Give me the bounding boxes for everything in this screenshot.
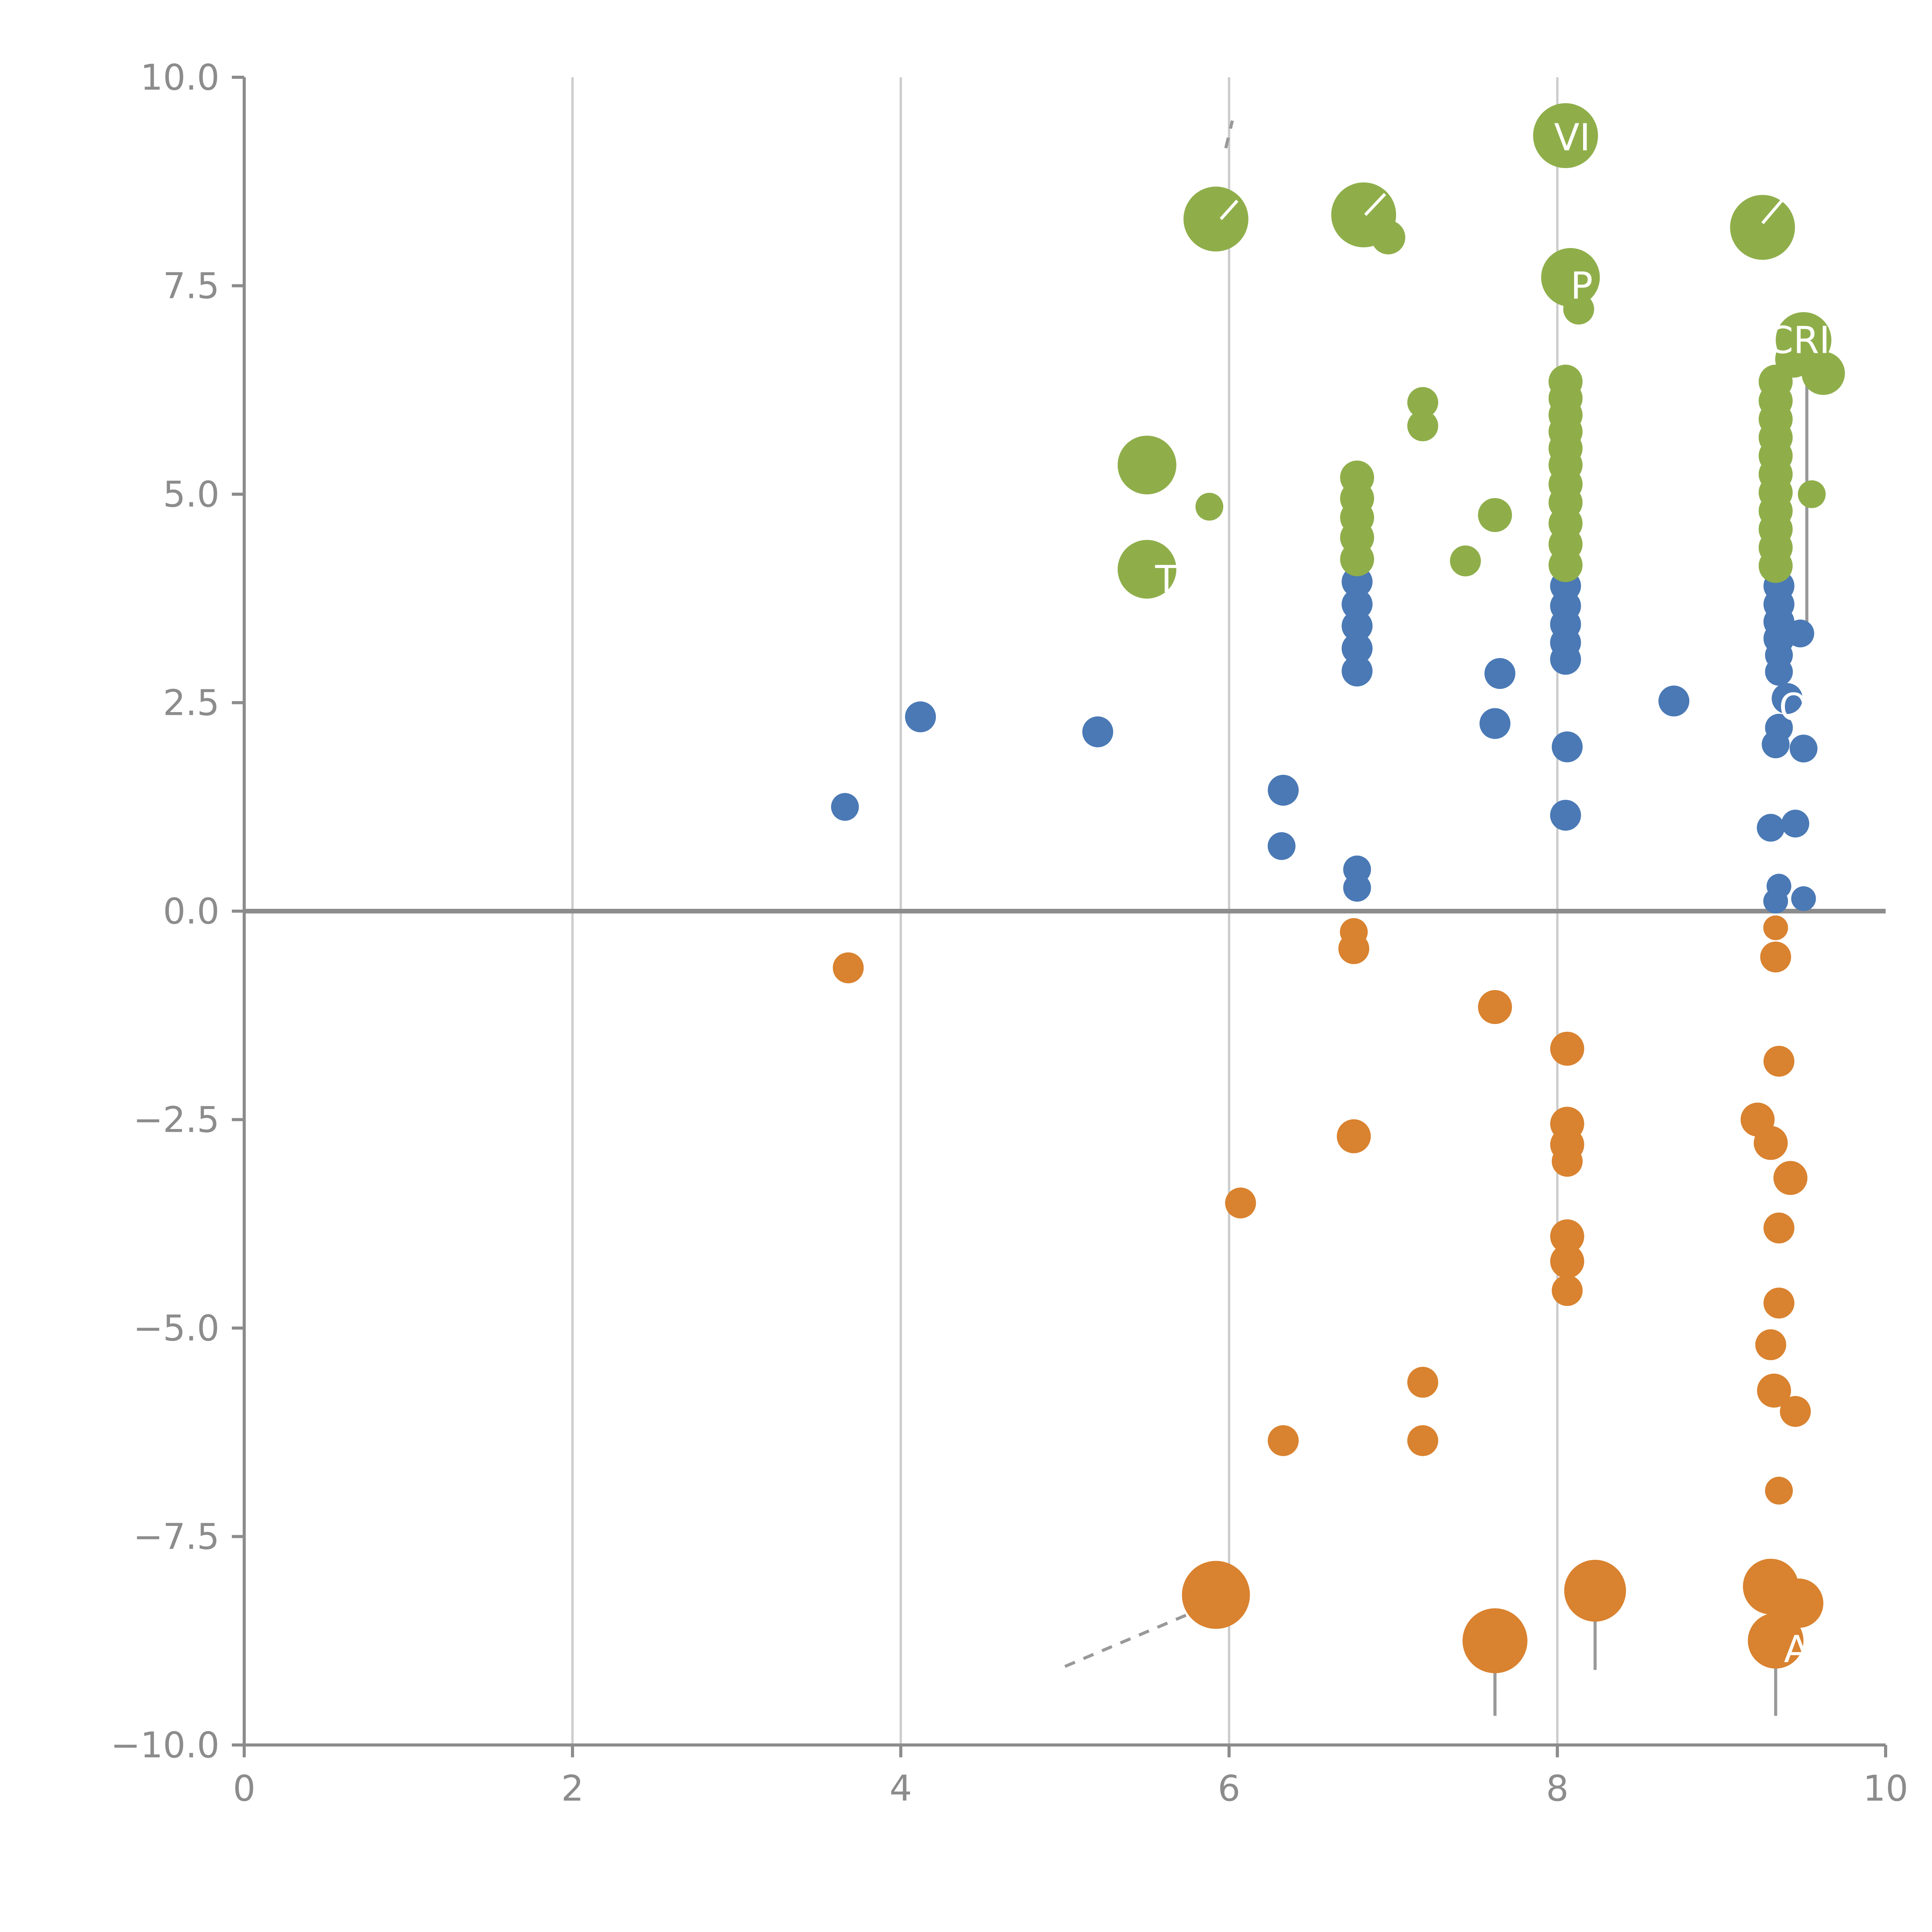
y-tick-label: −5.0 [133,1308,219,1349]
data-point-group-green [1407,410,1439,442]
x-tick-label: 2 [561,1768,584,1809]
data-point-group-orange [1765,1476,1793,1505]
data-point-group-orange [1407,1425,1439,1456]
data-point-group-green [1533,103,1598,168]
data-point-group-orange [1337,1119,1371,1153]
data-point-group-blue [1772,683,1803,714]
data-point-group-green [1195,493,1223,521]
data-point-group-green [1340,542,1374,577]
data-point-group-blue [1342,588,1373,620]
data-point-group-blue [1342,655,1373,687]
data-point-group-green [1541,248,1600,307]
data-point-group-orange [1407,1367,1439,1398]
data-point-group-blue [1789,735,1818,763]
data-point-group-orange [1564,1560,1626,1622]
data-point-group-blue [831,793,859,821]
point-label: VI [1554,116,1590,159]
x-tick-label: 6 [1218,1768,1241,1809]
data-point-group-green [1117,540,1177,599]
data-point-group-blue [1757,814,1785,842]
data-point-group-blue [1550,799,1581,831]
point-label: A [1784,1628,1810,1671]
y-tick-label: 10.0 [140,57,219,98]
data-point-group-green [1801,352,1845,395]
data-point-group-blue [1342,610,1373,641]
x-tick-label: 0 [233,1768,256,1809]
y-tick-label: 0.0 [163,891,219,932]
data-point-group-green [1371,220,1405,255]
data-point-group-blue [1479,708,1510,739]
leader-line [1056,1606,1205,1672]
data-point-group-blue [1551,731,1583,762]
data-point-group-blue [1550,644,1581,675]
point-label: P [1570,264,1593,308]
data-point-group-blue [1658,685,1690,717]
data-point-group-blue [1765,658,1793,686]
data-point-group-orange [1551,1275,1583,1306]
y-tick-label: −7.5 [133,1516,219,1558]
data-point-group-orange [1478,990,1512,1024]
data-point-group-orange [1763,1287,1794,1319]
data-point-group-green [1478,498,1512,532]
point-label: T [1155,558,1178,601]
data-point-group-orange [1267,1425,1299,1456]
data-point-group-green [1183,186,1248,252]
data-point-group-blue [1786,619,1815,648]
data-point-group-orange [1550,1244,1584,1279]
data-point-group-orange [1763,1046,1794,1077]
x-tick-label: 8 [1546,1768,1569,1809]
data-point-group-orange [1551,1146,1583,1177]
leader-line [1224,120,1234,149]
data-point-group-orange [1462,1608,1527,1673]
leader-line-white [1761,197,1785,224]
data-point-group-blue [1763,889,1788,914]
data-point-group-green [1563,293,1594,325]
data-point-group-blue [1267,775,1299,806]
data-point-group-orange [1773,1161,1808,1195]
y-tick-label: 7.5 [163,265,219,307]
data-point-group-green [1407,387,1439,418]
data-point-group-orange [1755,1329,1786,1361]
data-point-group-orange [1748,1613,1804,1669]
data-point-group-orange [1550,1219,1584,1253]
data-point-group-blue [905,701,936,733]
data-point-group-blue [1342,633,1373,664]
data-point-group-blue [1791,886,1816,911]
data-point-group-blue [1762,730,1790,759]
data-point-group-blue [1781,810,1810,838]
y-tick-label: 5.0 [163,474,219,515]
data-point-group-green [1730,195,1795,260]
data-point-group-orange [833,952,864,983]
x-tick-label: 4 [889,1768,912,1809]
data-point-group-orange [1753,1126,1788,1160]
x-tick-label: 10 [1863,1768,1908,1809]
data-point-group-orange [1550,1032,1584,1066]
y-tick-label: −10.0 [111,1725,219,1766]
data-point-group-orange [1225,1187,1256,1219]
data-point-group-orange [1763,1213,1794,1244]
data-point-group-green [1798,480,1826,508]
data-point-group-orange [1763,915,1788,940]
point-label: CRI [1767,318,1830,362]
point-label: O [1779,685,1808,729]
y-tick-label: 2.5 [163,682,219,724]
data-point-group-blue [1484,658,1515,689]
data-point-group-green [1450,545,1481,577]
data-point-group-orange [1338,933,1369,964]
data-point-group-orange [1780,1396,1811,1427]
data-point-group-green [1117,435,1177,495]
data-point-group-green [1548,548,1583,582]
data-point-group-orange [1760,941,1791,973]
y-tick-label: −2.5 [133,1099,219,1141]
data-point-group-green [1759,549,1793,583]
data-point-group-blue [1343,874,1371,902]
leader-line-white [1219,199,1239,220]
leader-line-white [1364,193,1386,216]
data-point-group-blue [1267,832,1296,860]
data-point-group-blue [1082,716,1113,748]
data-point-group-orange [1757,1373,1791,1408]
data-point-group-orange [1182,1561,1250,1629]
